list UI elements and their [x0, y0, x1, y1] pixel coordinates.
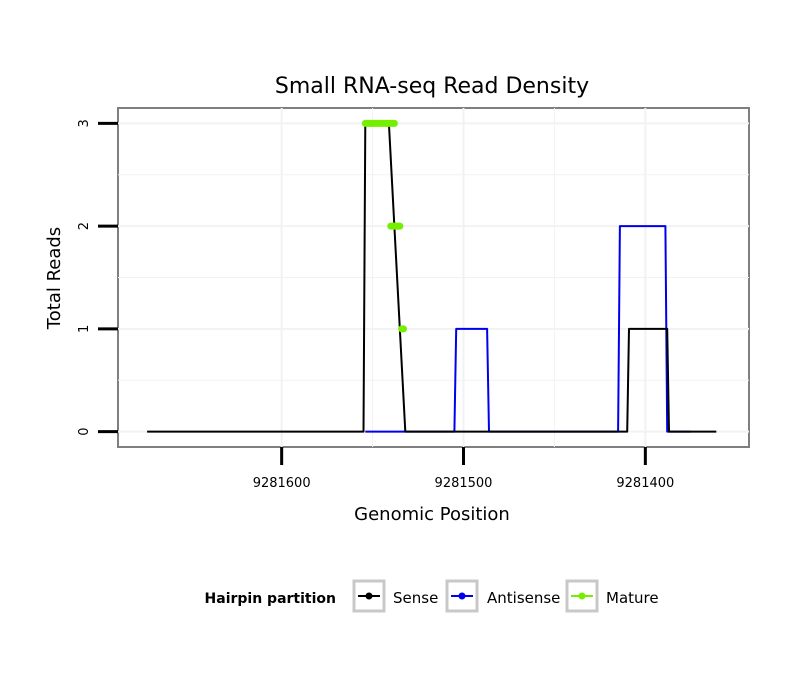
- y-axis-ticks: 0 1 2 3: [77, 119, 118, 436]
- x-axis-title: Genomic Position: [354, 504, 510, 525]
- x-tick-label-9281600: 9281600: [253, 476, 311, 491]
- legend-key-box: [445, 579, 479, 613]
- chart-title: Small RNA-seq Read Density: [275, 74, 589, 99]
- legend-label-antisense: Antisense: [487, 589, 560, 607]
- legend-label-mature: Mature: [606, 589, 659, 607]
- legend-key-point: [458, 592, 466, 600]
- y-tick-label-2: 2: [77, 222, 92, 230]
- plot-lines: [147, 122, 717, 433]
- mature-marks: [361, 119, 407, 333]
- legend-key-point: [365, 592, 373, 600]
- y-axis-title: Total Reads: [44, 227, 65, 330]
- y-tick-label-1: 1: [77, 325, 92, 333]
- series-line-sense: [147, 122, 717, 433]
- legend-label-sense: Sense: [393, 589, 438, 607]
- legend-entry-antisense: Antisense: [445, 579, 560, 613]
- legend-entry-mature: Mature: [565, 579, 659, 613]
- legend: Hairpin partition Sense Antisense Mature: [205, 579, 659, 613]
- legend-title: Hairpin partition: [205, 591, 336, 607]
- y-tick-label-3: 3: [77, 119, 92, 127]
- y-tick-label-0: 0: [77, 427, 92, 435]
- x-tick-label-9281400: 9281400: [616, 476, 674, 491]
- legend-keys: Sense Antisense Mature: [352, 579, 659, 613]
- x-tick-label-9281500: 9281500: [435, 476, 493, 491]
- x-axis-ticks: 9281600 9281500 9281400: [253, 447, 674, 491]
- legend-entry-sense: Sense: [352, 579, 438, 613]
- legend-key-point: [578, 592, 586, 600]
